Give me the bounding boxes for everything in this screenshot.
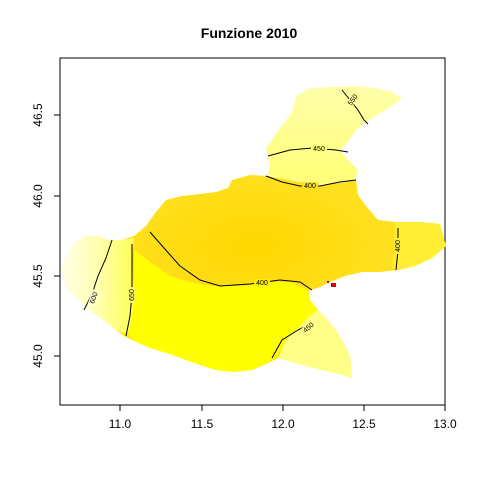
contour-label-central-400: 400	[256, 280, 268, 287]
y-tick-label-3: 46.0	[31, 184, 45, 208]
region-west	[62, 236, 134, 334]
red-marker	[331, 283, 336, 287]
y-tick-label-4: 46.5	[31, 103, 45, 127]
x-tick-label-5: 13.0	[433, 417, 457, 431]
x-tick-label-1: 11.0	[109, 417, 132, 431]
x-tick-label-4: 12.5	[352, 417, 376, 431]
chart-title: Funzione 2010	[201, 25, 298, 41]
region-north	[266, 86, 402, 185]
contour-label-east-400: 400	[395, 240, 402, 252]
red-marker-dot	[327, 281, 329, 283]
y-tick-label-2: 45.5	[31, 264, 45, 288]
x-axis	[120, 405, 445, 411]
contour-label-north-400: 400	[304, 183, 316, 190]
x-tick-label-2: 11.5	[191, 417, 214, 431]
y-tick-label-1: 45.0	[31, 344, 45, 368]
x-tick-label-3: 12.0	[271, 417, 295, 431]
contour-label-west-650: 650	[129, 289, 136, 301]
contour-label-north-450: 450	[313, 146, 325, 153]
y-axis	[54, 115, 60, 356]
